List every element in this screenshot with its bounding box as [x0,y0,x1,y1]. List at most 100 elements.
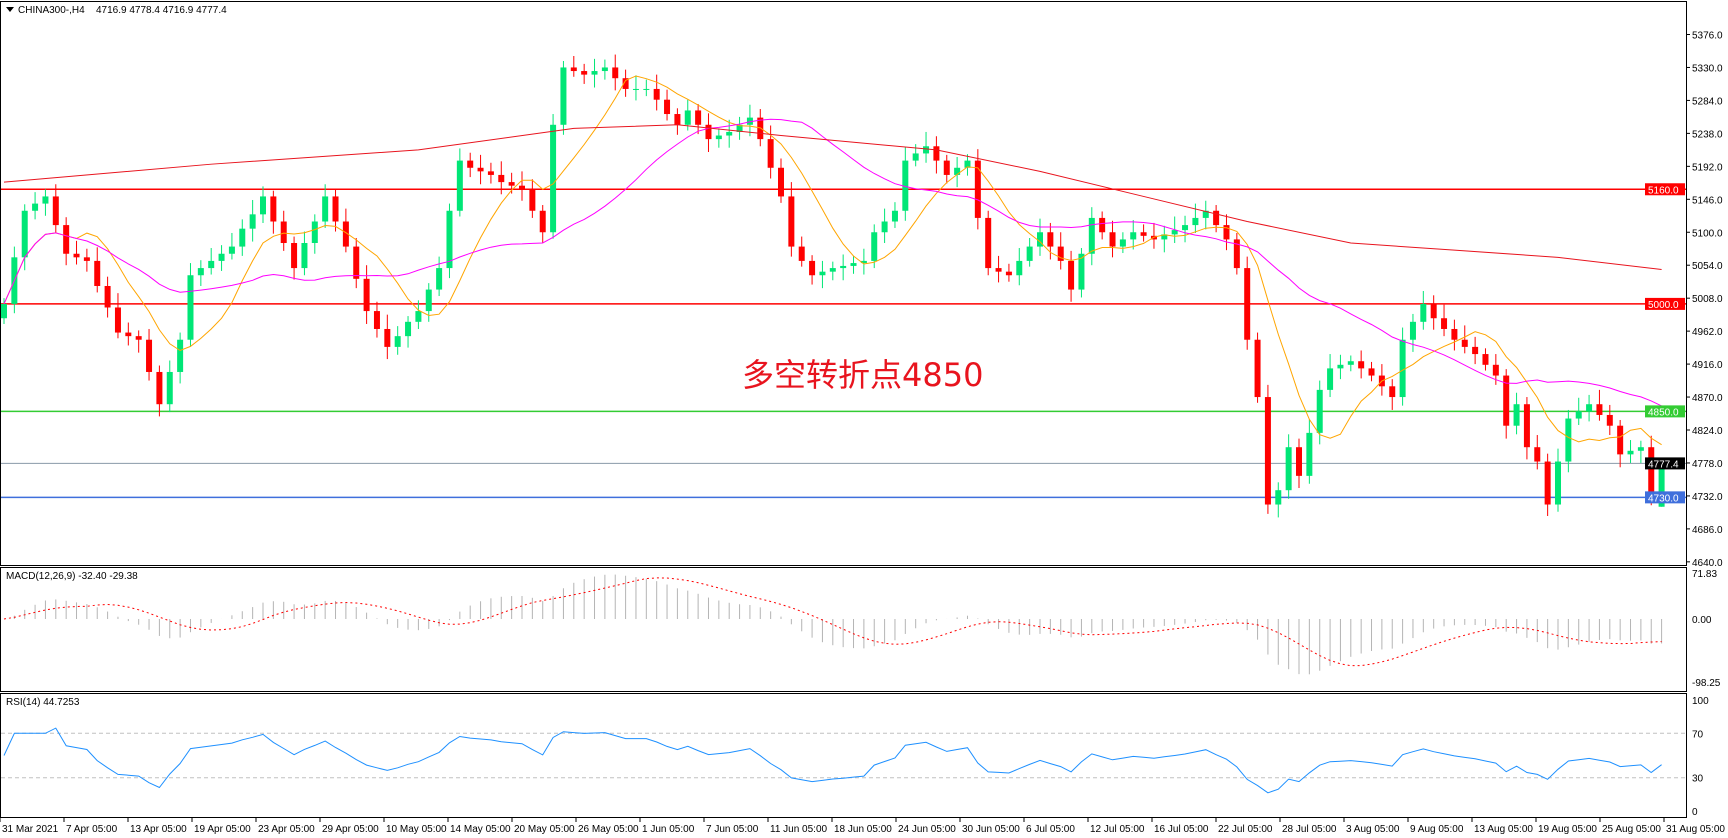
candle-body [1109,232,1116,247]
candle-body [1420,303,1427,322]
time-tick-label: 31 Aug 05:00 [1666,824,1725,835]
candle-body [21,210,28,258]
candle-body [850,263,857,266]
price-tick-label: 5330.0 [1692,63,1723,74]
candle-body [135,336,142,340]
candle-body [260,196,266,215]
candle-body [1047,232,1054,247]
candle-body [632,88,639,90]
level-label-bg [1645,457,1685,470]
candle-body [42,196,49,204]
time-tick-label: 29 Apr 05:00 [322,824,379,835]
time-tick-label: 19 Apr 05:00 [194,824,251,835]
candle-body [1575,411,1582,419]
candle-body [94,260,101,286]
candle-body [1492,364,1499,376]
collapse-triangle-icon[interactable] [6,7,14,12]
candle-body [674,114,681,125]
candle-body [1161,234,1168,240]
candle-body [974,160,981,218]
candle-body [1461,339,1468,347]
price-tick-label: 5284.0 [1692,96,1723,107]
time-tick-label: 20 May 05:00 [514,824,575,835]
candle-body [933,146,940,161]
time-tick-label: 3 Aug 05:00 [1346,824,1400,835]
candle-body [1099,217,1106,233]
candle-body [1037,232,1043,247]
candle-body [1637,447,1644,451]
candle-body [1285,447,1292,491]
slow-ma-line [3,124,1662,271]
macd-tick-label: -98.25 [1692,678,1721,689]
time-tick-label: 1 Jun 05:00 [642,824,695,835]
candle-body [63,225,70,254]
level-label-bg [1645,405,1685,418]
time-tick-label: 28 Jul 05:00 [1282,824,1337,835]
candle-body [985,217,992,269]
candle-body [1513,404,1520,426]
time-tick-label: 12 Jul 05:00 [1090,824,1145,835]
candle-body [177,339,184,372]
price-axis: 5376.0 5330.0 5284.0 5238.0 5192.0 5146.0 5100… [1686,31,1723,818]
candle-body [1482,354,1489,365]
candle-body [1078,253,1085,290]
candle-body [301,243,308,269]
candle-body [1534,447,1541,462]
candle-body [239,228,246,247]
candle-body [1503,375,1510,426]
candle-body [456,160,463,211]
time-axis: 31 Mar 2021 7 Apr 05:00 13 Apr 05:00 19 Apr… [0,818,1725,835]
candle-body [539,210,546,233]
candle-body [746,117,753,125]
price-tick-label: 4778.0 [1692,459,1723,470]
candle-body [1441,318,1448,329]
candle-body [809,260,816,276]
candle-body [529,189,536,211]
time-tick-label: 10 May 05:00 [386,824,447,835]
candle-body [83,257,90,261]
candle-body [840,265,847,269]
candle-body [1409,321,1416,340]
candle-body [726,131,733,136]
candle-body [270,196,277,222]
time-tick-label: 7 Apr 05:00 [66,824,118,835]
candle-body [1586,404,1593,412]
time-tick-label: 19 Aug 05:00 [1538,824,1597,835]
level-labels: 5160.0 5000.0 4850.0 4777.4 4730.0 [1645,183,1685,504]
candle-body [1648,447,1655,498]
candle-body [1347,361,1354,365]
candle-body [1192,217,1199,226]
candle-body [1254,339,1261,398]
candle-body [1389,386,1396,398]
candle-body [363,278,370,312]
time-tick-label: 24 Jun 05:00 [898,824,956,835]
candle-body [125,332,132,337]
time-tick-label: 11 Jun 05:00 [770,824,828,835]
candle-body [653,88,660,100]
candle-body [477,167,484,172]
candle-body [487,171,494,175]
candle-body [73,253,80,258]
candle-body [1182,225,1189,231]
candle-body [508,182,515,186]
candle-body [156,371,163,405]
time-tick-label: 30 Jun 05:00 [962,824,1020,835]
candle-body [1565,418,1572,462]
candle-body [1275,490,1282,505]
candle-body [591,71,598,75]
time-tick-label: 6 Jul 05:00 [1026,824,1075,835]
candle-body [146,339,153,372]
price-tick-label: 5146.0 [1692,195,1723,206]
level-label-bg [1645,297,1685,310]
candle-body [684,110,691,125]
candle-body [912,153,919,161]
candle-body [664,99,671,115]
candle-body [1596,404,1603,415]
candle-body [353,246,360,279]
candle-body [1316,389,1323,433]
candle-body [1140,232,1147,236]
candle-body [1606,414,1613,426]
candle-body [208,260,215,269]
rsi-line [3,727,1662,794]
